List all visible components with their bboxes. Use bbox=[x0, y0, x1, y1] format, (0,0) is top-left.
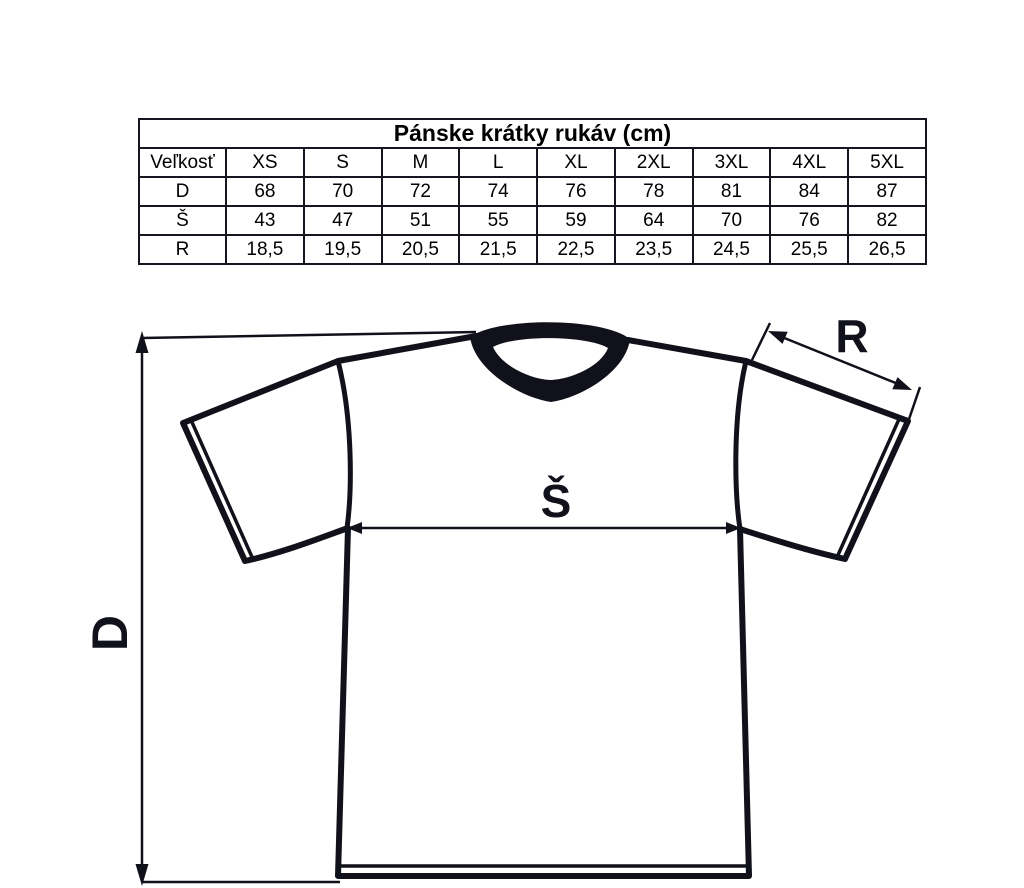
value-cell: 87 bbox=[847, 176, 927, 207]
value-cell: 47 bbox=[302, 205, 383, 236]
tshirt-body-outline bbox=[335, 525, 752, 879]
tshirt-right-sleeve bbox=[625, 337, 911, 562]
dim-sleeve-arrow-line bbox=[771, 331, 909, 390]
value-cell: 70 bbox=[302, 176, 383, 207]
row-label-cell: D bbox=[138, 176, 227, 207]
value-cell: 82 bbox=[847, 205, 927, 236]
value-cell: 64 bbox=[613, 205, 694, 236]
value-cell: 74 bbox=[458, 176, 539, 207]
size-header-cell: M bbox=[380, 147, 461, 178]
dim-width-arrowhead-left bbox=[347, 522, 362, 534]
value-cell: 59 bbox=[536, 205, 616, 236]
value-cell: 25,5 bbox=[769, 234, 850, 265]
size-header-cell: S bbox=[302, 147, 383, 178]
value-cell: 70 bbox=[691, 205, 772, 236]
size-header-cell: 4XL bbox=[769, 147, 850, 178]
size-header-cell: 3XL bbox=[691, 147, 772, 178]
size-header-cell: XS bbox=[225, 147, 305, 178]
dim-width-arrowhead-right bbox=[726, 522, 741, 534]
size-header-cell: XL bbox=[536, 147, 616, 178]
value-cell: 78 bbox=[613, 176, 694, 207]
size-table: Pánske krátky rukáv (cm) Veľkosť XS S M … bbox=[138, 118, 927, 265]
top-extension-line bbox=[141, 330, 477, 340]
size-header-cell: L bbox=[458, 147, 539, 178]
dim-length-label: D bbox=[82, 615, 138, 651]
left-armhole-seam bbox=[335, 358, 353, 531]
value-cell: 21,5 bbox=[458, 234, 539, 265]
table-title: Pánske krátky rukáv (cm) bbox=[138, 118, 927, 149]
dim-sleeve-label: R bbox=[835, 310, 868, 362]
value-cell: 81 bbox=[691, 176, 772, 207]
corner-cell: Veľkosť bbox=[138, 147, 227, 178]
value-cell: 55 bbox=[458, 205, 539, 236]
value-cell: 76 bbox=[769, 205, 850, 236]
table-row: Š 43 47 51 55 59 64 70 76 82 bbox=[138, 205, 927, 236]
value-cell: 43 bbox=[225, 205, 305, 236]
size-header-cell: 5XL bbox=[847, 147, 927, 178]
dim-length-arrowhead-up bbox=[135, 331, 149, 353]
row-label-cell: Š bbox=[138, 205, 227, 236]
table-row: R 18,5 19,5 20,5 21,5 22,5 23,5 24,5 25,… bbox=[138, 234, 927, 265]
value-cell: 76 bbox=[536, 176, 616, 207]
collar bbox=[470, 322, 630, 402]
right-cuff-stitch-line bbox=[836, 416, 902, 556]
size-header-cell: 2XL bbox=[613, 147, 694, 178]
value-cell: 18,5 bbox=[225, 234, 305, 265]
dim-width-label: Š bbox=[541, 475, 572, 527]
dim-length-arrowhead-down bbox=[135, 864, 149, 886]
value-cell: 19,5 bbox=[302, 234, 383, 265]
value-cell: 72 bbox=[380, 176, 461, 207]
value-cell: 22,5 bbox=[536, 234, 616, 265]
left-cuff-stitch-line bbox=[189, 419, 254, 558]
sleeve-extension-line-cuff bbox=[905, 386, 922, 426]
value-cell: 51 bbox=[380, 205, 461, 236]
value-cell: 24,5 bbox=[691, 234, 772, 265]
value-cell: 20,5 bbox=[380, 234, 461, 265]
table-title-row: Pánske krátky rukáv (cm) bbox=[138, 118, 927, 149]
row-label-cell: R bbox=[138, 234, 227, 265]
dim-sleeve-arrowhead-left bbox=[768, 331, 788, 344]
right-armhole-seam bbox=[733, 358, 749, 532]
dim-sleeve-arrowhead-right bbox=[892, 377, 912, 390]
value-cell: 26,5 bbox=[847, 234, 927, 265]
value-cell: 23,5 bbox=[613, 234, 694, 265]
tshirt-left-sleeve bbox=[180, 333, 479, 564]
sleeve-extension-line-shoulder bbox=[750, 322, 772, 361]
value-cell: 68 bbox=[225, 176, 305, 207]
table-row: D 68 70 72 74 76 78 81 84 87 bbox=[138, 176, 927, 207]
value-cell: 84 bbox=[769, 176, 850, 207]
table-header-row: Veľkosť XS S M L XL 2XL 3XL 4XL 5XL bbox=[138, 147, 927, 178]
